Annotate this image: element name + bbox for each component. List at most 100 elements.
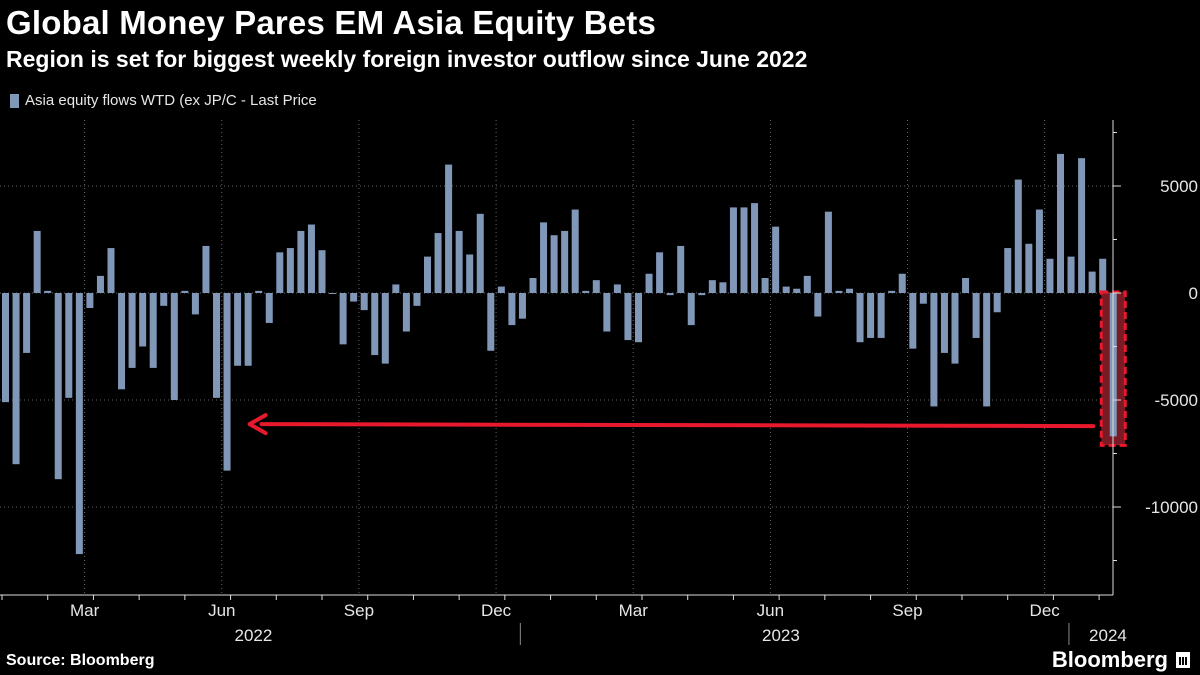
bar [44, 290, 52, 293]
bar [814, 293, 822, 317]
y-tick-label: 0 [1189, 284, 1198, 303]
bar [350, 293, 358, 302]
bar [202, 245, 210, 293]
bar [223, 293, 231, 471]
bar [1046, 258, 1054, 293]
bar [213, 293, 220, 398]
bar [550, 235, 558, 293]
bar [12, 293, 20, 465]
bar [487, 293, 495, 351]
bar [856, 293, 864, 343]
bar [940, 293, 948, 353]
x-month-label: Jun [208, 601, 235, 620]
bar [909, 293, 917, 349]
x-month-label: Dec [481, 601, 512, 620]
bar [286, 248, 294, 293]
terminal-icon [1176, 652, 1190, 668]
bar [445, 164, 453, 293]
x-year-label: 2024 [1089, 626, 1127, 645]
bar [1035, 209, 1043, 293]
bar [96, 275, 104, 293]
y-tick-label: -10000 [1145, 498, 1198, 517]
bar [835, 290, 843, 293]
bar [276, 252, 284, 293]
bar [708, 280, 716, 293]
bar [740, 207, 748, 293]
bar [951, 293, 959, 364]
bar [33, 230, 41, 293]
x-month-label: Jun [757, 601, 784, 620]
bar [930, 293, 938, 407]
bar [782, 286, 790, 293]
bar [518, 293, 526, 319]
bar [128, 293, 136, 368]
bar [381, 293, 389, 364]
bar [139, 293, 147, 347]
bar [424, 256, 431, 293]
bar [529, 278, 537, 293]
bar [983, 293, 991, 407]
bar [234, 293, 242, 366]
bar [613, 284, 621, 293]
bar [582, 290, 590, 293]
bar [191, 293, 199, 315]
bar [1067, 256, 1075, 293]
bar [687, 293, 695, 326]
x-month-label: Dec [1030, 601, 1061, 620]
legend-swatch [10, 93, 19, 108]
bar [677, 245, 685, 293]
x-year-label: 2023 [762, 626, 800, 645]
bar [761, 278, 769, 293]
bar [962, 278, 970, 293]
bar [339, 293, 347, 345]
bar [265, 293, 273, 323]
bar [1078, 158, 1086, 293]
bar [1004, 248, 1012, 293]
x-month-label: Sep [344, 601, 374, 620]
bar [402, 293, 410, 332]
bar [255, 290, 263, 293]
bar [297, 230, 305, 293]
bar [413, 293, 421, 306]
bar [751, 203, 759, 293]
bar [54, 293, 62, 480]
bar [149, 293, 157, 368]
bar [329, 293, 337, 294]
arrow-head [247, 413, 268, 436]
bar [898, 273, 906, 293]
bar [803, 275, 811, 293]
bar [561, 230, 569, 293]
bar [540, 222, 548, 293]
bar [972, 293, 980, 338]
bar [75, 293, 83, 555]
legend-label: Asia equity flows WTD (ex JP/C - Last Pr… [25, 92, 317, 109]
y-tick-label: 5000 [1160, 177, 1198, 196]
x-year-label: 2022 [235, 626, 273, 645]
chart-legend: Asia equity flows WTD (ex JP/C - Last Pr… [10, 92, 317, 109]
bar [824, 211, 832, 293]
bar [466, 254, 474, 293]
y-tick-label: -5000 [1155, 391, 1198, 410]
bar [455, 230, 463, 293]
bar [371, 293, 379, 356]
bar [1025, 243, 1033, 293]
bar [307, 224, 315, 293]
bar [793, 288, 801, 293]
bar [877, 293, 885, 338]
brand-logo: Bloomberg [1052, 647, 1190, 673]
bar [645, 273, 653, 293]
x-month-label: Mar [70, 601, 100, 620]
bar [846, 288, 853, 293]
bar [508, 293, 516, 326]
bar [86, 293, 94, 308]
bar [592, 280, 600, 293]
bar [1014, 179, 1022, 293]
bar [2, 293, 9, 403]
bar [919, 293, 927, 304]
bar [1099, 258, 1107, 293]
bar [244, 293, 252, 366]
bar [624, 293, 632, 341]
bar [118, 293, 126, 390]
bar [392, 284, 400, 293]
x-month-label: Mar [619, 601, 649, 620]
